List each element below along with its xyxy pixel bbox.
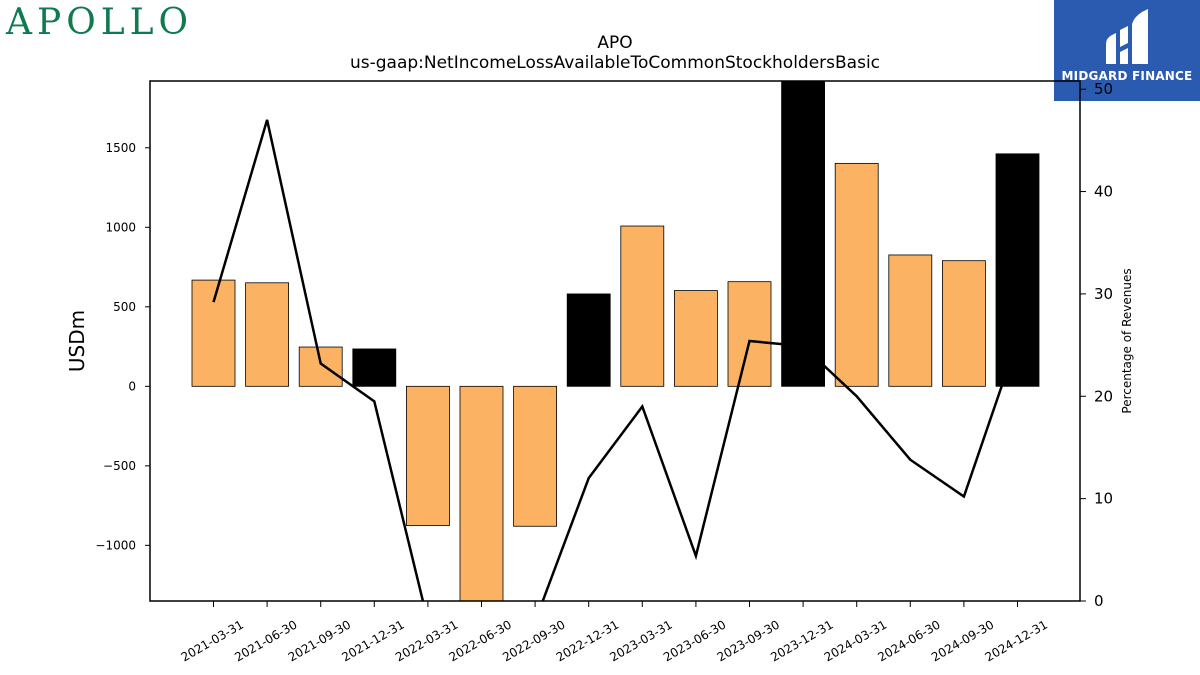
bar-2022-06-30 xyxy=(459,385,504,602)
chart-subtitle: us-gaap:NetIncomeLossAvailableToCommonSt… xyxy=(350,53,880,73)
bar-2021-03-31 xyxy=(191,279,236,387)
x-axis: 2021-03-312021-06-302021-09-302021-12-31… xyxy=(179,601,1050,664)
bar-2024-09-30 xyxy=(942,260,986,387)
bar-2023-06-30 xyxy=(674,290,718,387)
bar-2021-09-30 xyxy=(298,346,343,387)
midgard-finance-logo-icon xyxy=(1106,9,1148,64)
line-series xyxy=(212,119,1019,601)
bar-2023-09-30 xyxy=(727,281,772,387)
y-left-tick-label: −1000 xyxy=(95,538,136,552)
y-left-tick-label: 1500 xyxy=(105,141,136,155)
bar-2022-09-30 xyxy=(513,385,557,527)
y-axis-left-label: USDm xyxy=(65,310,89,372)
apollo-logo: APOLLO xyxy=(6,2,194,43)
y-right-tick-label: 20 xyxy=(1094,387,1113,405)
bar-series xyxy=(191,80,1040,602)
bar-2024-06-30 xyxy=(888,254,933,387)
percentage-line-1 xyxy=(541,339,1019,601)
y-right-tick-label: 40 xyxy=(1094,183,1113,201)
bar-2021-06-30 xyxy=(245,282,290,387)
y-axis-left: −1000 −500 0 500 1000 1500 xyxy=(95,141,150,552)
bar-2022-12-31 xyxy=(566,293,611,387)
y-right-tick-label: 50 xyxy=(1094,80,1113,98)
y-axis-right-label: Percentage of Revenues xyxy=(1120,268,1134,413)
bar-2023-03-31 xyxy=(620,225,665,387)
y-left-tick-label: 0 xyxy=(128,379,136,393)
percentage-line-0 xyxy=(212,119,425,601)
midgard-finance-name: MIDGARD FINANCE xyxy=(1061,69,1193,83)
bar-2023-12-31 xyxy=(781,80,825,387)
bar-2024-03-31 xyxy=(834,162,879,387)
plot-frame xyxy=(149,80,1081,602)
y-left-tick-label: −500 xyxy=(103,459,136,473)
midgard-finance-logo: MIDGARD FINANCE xyxy=(1054,0,1200,101)
bar-2022-03-31 xyxy=(405,385,450,527)
bar-2021-12-31 xyxy=(352,348,397,387)
y-right-tick-label: 0 xyxy=(1094,592,1104,610)
y-left-tick-label: 1000 xyxy=(105,220,136,234)
bar-2024-12-31 xyxy=(995,153,1040,387)
y-right-tick-label: 30 xyxy=(1094,285,1113,303)
y-right-tick-label: 10 xyxy=(1094,490,1113,508)
y-left-tick-label: 500 xyxy=(113,300,136,314)
chart-title: APO xyxy=(597,33,632,53)
y-axis-right: 0 10 20 30 40 50 xyxy=(1080,80,1113,610)
